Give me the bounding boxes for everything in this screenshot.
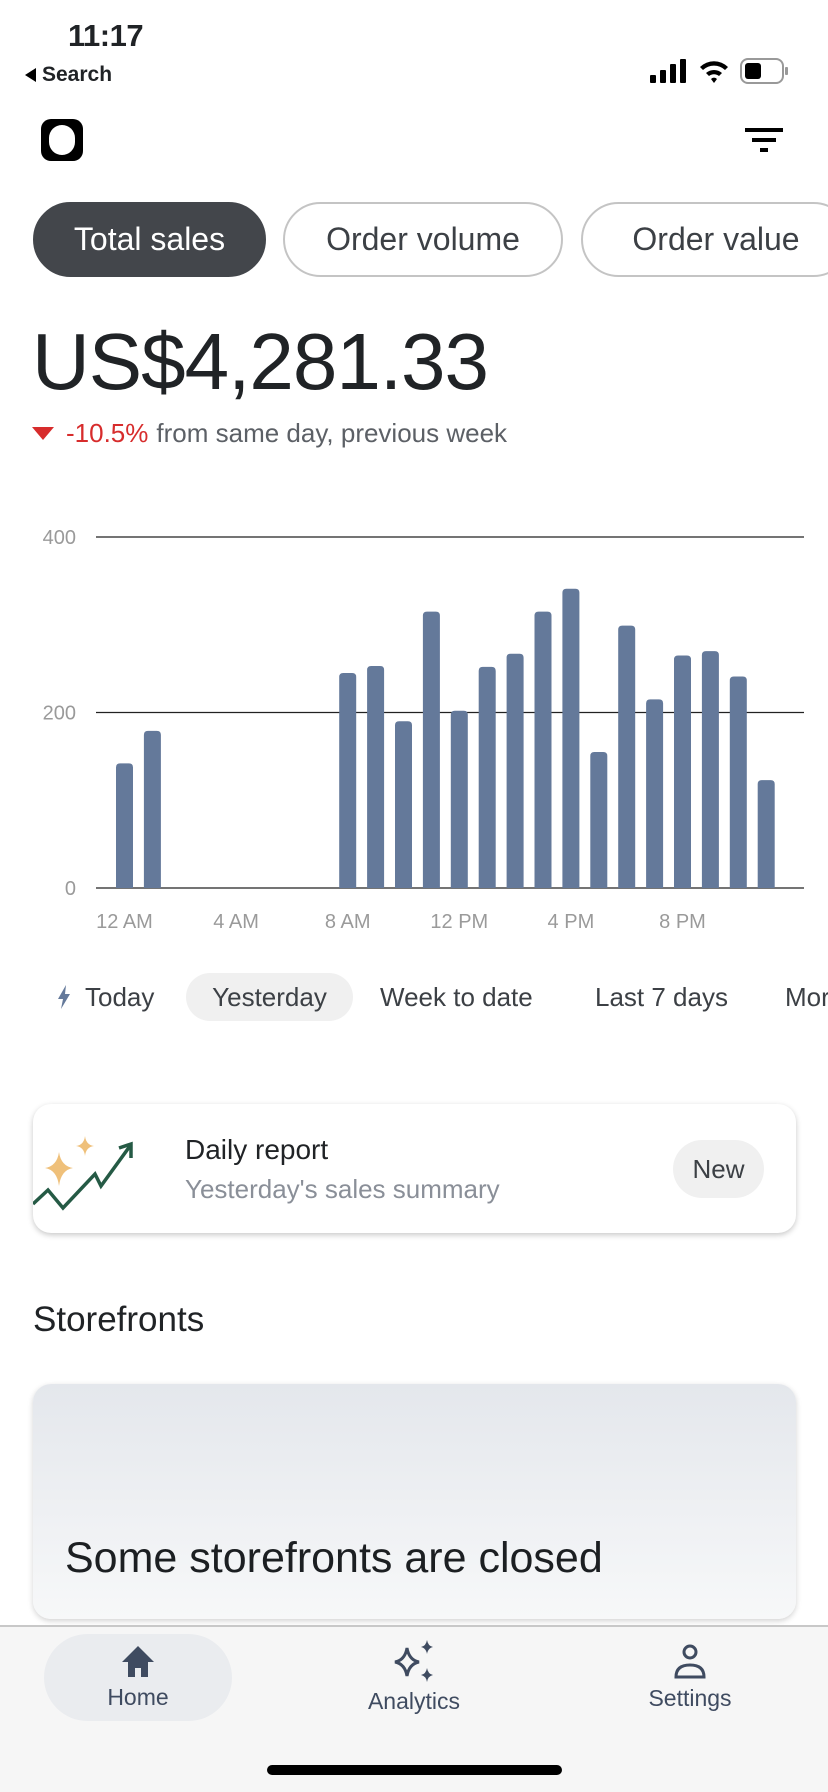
change-line: -10.5% from same day, previous week [32, 418, 507, 449]
y-tick-label: 400 [43, 527, 76, 549]
bar-10-am [395, 721, 412, 888]
sparkles-icon [394, 1640, 433, 1682]
bar-8-pm [674, 655, 691, 888]
nav-analytics-label: Analytics [367, 1688, 461, 1714]
bar-11-am [422, 611, 440, 888]
bar-9-am [367, 665, 385, 888]
tab-order-volume[interactable]: Order volume [283, 202, 563, 277]
person-icon [674, 1644, 706, 1679]
x-tick-label: 12 PM [430, 911, 488, 933]
status-icons [650, 58, 788, 84]
x-tick-label: 4 AM [213, 911, 259, 933]
lightning-icon [58, 985, 70, 1009]
sales-bar-chart: 0 200 400 12 AM 4 AM 8 AM 12 PM 4 PM 8 PM [43, 527, 804, 933]
bar-2-pm [506, 653, 524, 888]
bar-1-pm [478, 666, 496, 888]
bar-7-pm [646, 699, 664, 888]
storefronts-card[interactable]: Some storefronts are closed [33, 1384, 796, 1619]
bar-8-am [339, 673, 357, 888]
home-icon [122, 1646, 154, 1677]
home-indicator[interactable] [267, 1765, 562, 1775]
x-tick-label: 8 PM [659, 911, 706, 933]
daily-report-card[interactable]: Daily report Yesterday's sales summary N… [33, 1104, 796, 1233]
tab-total-sales[interactable]: Total sales [33, 202, 266, 277]
bar-12-am [116, 763, 133, 888]
storefronts-card-text: Some storefronts are closed [65, 1534, 603, 1582]
total-sales-value: US$4,281.33 [32, 317, 489, 406]
bar-10-pm [729, 676, 747, 888]
nav-settings[interactable]: Settings [596, 1634, 784, 1721]
trend-sparkle-icon [33, 1136, 133, 1211]
nav-home[interactable]: Home [44, 1634, 232, 1721]
daily-report-title: Daily report [185, 1134, 329, 1165]
bar-12-pm [450, 710, 468, 888]
bar-11-pm [757, 780, 775, 888]
bar-5-pm [590, 751, 608, 888]
bar-9-pm [701, 651, 719, 888]
range-today[interactable]: Today [57, 973, 154, 1021]
back-arrow-icon [25, 68, 36, 82]
tab-order-value[interactable]: Order value [581, 202, 828, 277]
range-today-label: Today [85, 981, 155, 1012]
daily-report-subtitle: Yesterday's sales summary [185, 1174, 500, 1204]
bar-1-am [143, 730, 161, 888]
bottom-nav: Home Analytics Settings [0, 1625, 828, 1792]
bar-3-pm [534, 611, 552, 888]
range-yesterday[interactable]: Yesterday [186, 973, 353, 1021]
y-tick-label: 0 [65, 878, 76, 900]
y-tick-label: 200 [43, 703, 76, 725]
filter-icon[interactable] [745, 128, 783, 152]
range-week-to-date[interactable]: Week to date [380, 981, 533, 1012]
back-to-search[interactable]: Search [25, 63, 112, 87]
new-badge: New [673, 1140, 764, 1198]
range-last-7-days[interactable]: Last 7 days [595, 981, 728, 1012]
x-tick-label: 8 AM [325, 911, 371, 933]
app-logo[interactable] [41, 119, 83, 161]
signal-icon [650, 59, 686, 83]
nav-home-label: Home [107, 1684, 169, 1710]
change-percent: -10.5% [66, 418, 149, 448]
storefronts-heading: Storefronts [33, 1300, 205, 1339]
bar-6-pm [618, 625, 636, 888]
bar-4-pm [562, 588, 580, 888]
wifi-icon [700, 61, 728, 83]
nav-analytics[interactable]: Analytics [320, 1634, 508, 1721]
range-more[interactable]: Mor [785, 981, 828, 1012]
status-time: 11:17 [68, 18, 144, 53]
x-tick-label: 12 AM [96, 911, 153, 933]
back-label: Search [42, 63, 113, 86]
change-description: from same day, previous week [156, 418, 508, 448]
x-tick-label: 4 PM [548, 911, 595, 933]
nav-settings-label: Settings [648, 1685, 732, 1711]
battery-icon [740, 58, 788, 84]
down-triangle-icon [32, 427, 54, 440]
